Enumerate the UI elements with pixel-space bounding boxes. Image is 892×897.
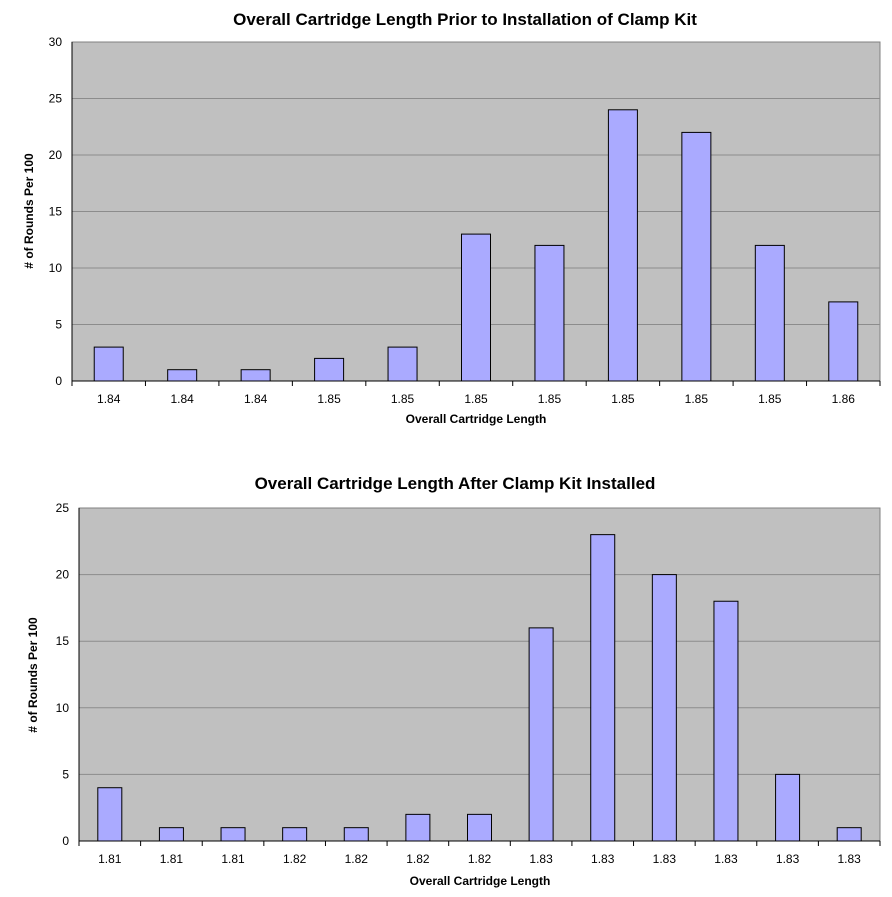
x-tick-label: 1.85 <box>464 392 488 406</box>
y-tick-label: 15 <box>49 205 63 219</box>
x-tick-label: 1.81 <box>160 852 184 866</box>
x-tick-label: 1.82 <box>283 852 307 866</box>
x-tick-label: 1.83 <box>776 852 800 866</box>
y-axis-label: # of Rounds Per 100 <box>26 617 40 733</box>
x-tick-label: 1.85 <box>317 392 341 406</box>
x-tick-label: 1.83 <box>529 852 553 866</box>
bar <box>343 827 369 842</box>
x-tick-label: 1.83 <box>591 852 615 866</box>
y-axis-label: # of Rounds Per 100 <box>22 153 36 269</box>
y-tick-label: 25 <box>56 501 70 515</box>
y-tick-label: 20 <box>56 568 70 582</box>
x-tick-label: 1.82 <box>406 852 430 866</box>
chart-after-svg: Overall Cartridge Length After Clamp Kit… <box>26 474 881 888</box>
x-tick-label: 1.84 <box>97 392 121 406</box>
y-tick-label: 15 <box>56 634 70 648</box>
y-tick-label: 0 <box>62 834 69 848</box>
y-tick-label: 20 <box>49 148 63 162</box>
y-tick-label: 5 <box>62 767 69 781</box>
chart-title: Overall Cartridge Length After Clamp Kit… <box>255 474 656 493</box>
bar <box>590 534 616 842</box>
bar <box>220 827 246 842</box>
y-tick-label: 10 <box>49 261 63 275</box>
x-tick-label: 1.82 <box>468 852 492 866</box>
bar <box>828 301 859 382</box>
bar <box>387 346 418 382</box>
x-tick-label: 1.85 <box>611 392 635 406</box>
x-tick-label: 1.82 <box>345 852 369 866</box>
y-tick-label: 30 <box>49 35 63 49</box>
y-tick-label: 5 <box>55 318 62 332</box>
x-tick-label: 1.84 <box>171 392 195 406</box>
bar <box>836 827 862 842</box>
bar <box>534 244 565 382</box>
x-tick-label: 1.85 <box>685 392 709 406</box>
chart-before-svg: Overall Cartridge Length Prior to Instal… <box>22 10 881 426</box>
x-tick-label: 1.81 <box>221 852 245 866</box>
bar <box>93 346 124 382</box>
bar <box>607 109 638 382</box>
bar <box>282 827 308 842</box>
chart-before: Overall Cartridge Length Prior to Instal… <box>0 0 892 440</box>
y-tick-label: 10 <box>56 701 70 715</box>
x-tick-label: 1.85 <box>758 392 782 406</box>
bar <box>754 244 785 382</box>
bar <box>461 233 491 382</box>
bar <box>314 357 345 382</box>
bar <box>775 773 801 842</box>
x-tick-label: 1.84 <box>244 392 268 406</box>
x-tick-label: 1.83 <box>714 852 738 866</box>
bar <box>240 369 271 382</box>
bar <box>467 813 492 842</box>
bar <box>713 600 739 842</box>
x-tick-label: 1.83 <box>653 852 677 866</box>
x-axis-label: Overall Cartridge Length <box>406 412 547 426</box>
y-tick-label: 25 <box>49 92 63 106</box>
bar <box>167 369 198 382</box>
bar <box>681 131 712 382</box>
bar <box>405 813 431 842</box>
bar <box>528 627 554 842</box>
plot-area <box>78 507 881 842</box>
bar <box>97 787 123 842</box>
x-axis-label: Overall Cartridge Length <box>410 874 551 888</box>
x-tick-label: 1.86 <box>832 392 856 406</box>
x-tick-label: 1.85 <box>538 392 562 406</box>
chart-title: Overall Cartridge Length Prior to Instal… <box>233 10 697 29</box>
x-tick-label: 1.81 <box>98 852 122 866</box>
x-tick-label: 1.85 <box>391 392 415 406</box>
y-tick-label: 0 <box>55 374 62 388</box>
x-tick-label: 1.83 <box>838 852 862 866</box>
bar <box>651 574 677 842</box>
bar <box>158 827 184 842</box>
chart-after: Overall Cartridge Length After Clamp Kit… <box>0 460 892 897</box>
